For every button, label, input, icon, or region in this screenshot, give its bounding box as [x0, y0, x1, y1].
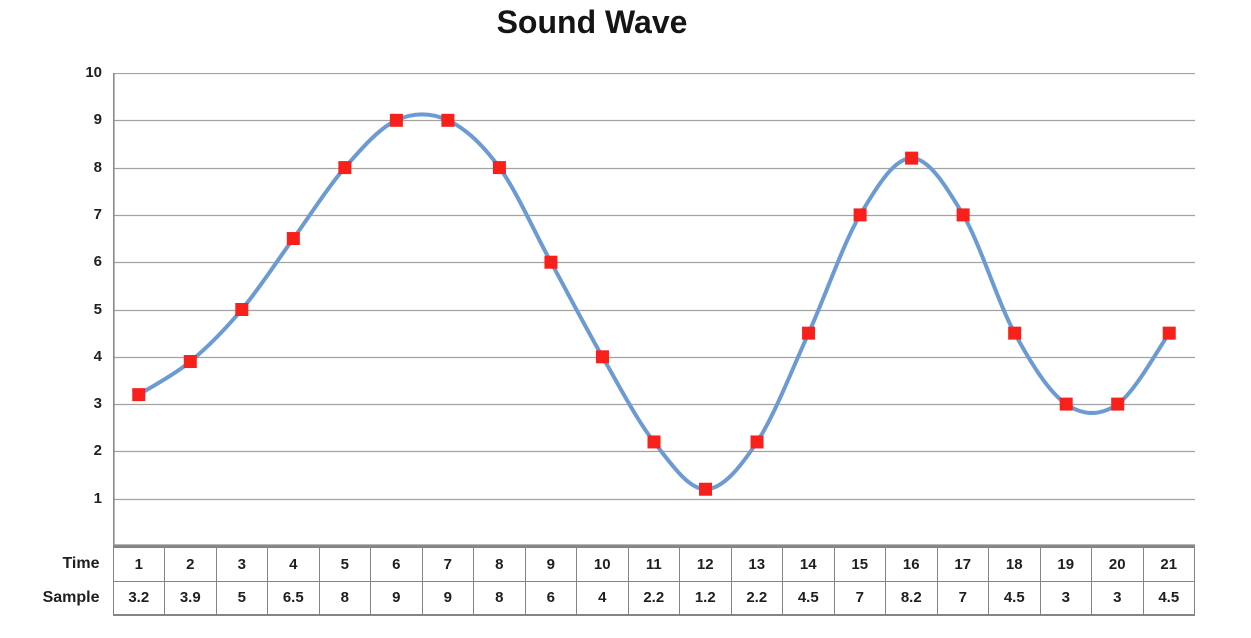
- time-row-label: Time: [62, 555, 100, 572]
- data-point-marker: [183, 355, 197, 369]
- plot-svg: [113, 73, 1195, 546]
- data-point-marker: [647, 435, 661, 449]
- time-cell: 8: [473, 546, 526, 582]
- sample-cell: 2.2: [730, 580, 783, 616]
- time-cell: 16: [885, 546, 938, 582]
- data-point-marker: [956, 208, 970, 222]
- data-table: Time 1 2 3 4 5 6 7 8 9 10 11 12 13 14 15 16 17 18 19 20 21 S…: [0, 546, 1195, 616]
- data-point-marker: [1008, 326, 1022, 340]
- plot-area: [113, 73, 1195, 546]
- time-cell: 11: [627, 546, 680, 582]
- sample-cell: 6: [524, 580, 577, 616]
- time-cell: 12: [679, 546, 732, 582]
- time-cell: 18: [988, 546, 1041, 582]
- sample-cell: 5: [215, 580, 268, 616]
- time-cell: 21: [1142, 546, 1195, 582]
- time-cell: 15: [833, 546, 886, 582]
- y-axis-tick-label: 6: [93, 253, 102, 271]
- sample-cell: 9: [421, 580, 474, 616]
- data-point-marker: [1111, 397, 1125, 411]
- sample-cell: 2.2: [627, 580, 680, 616]
- y-axis-tick-label: 1: [93, 489, 102, 507]
- y-axis-tick-label: 3: [93, 395, 102, 413]
- data-point-marker: [132, 388, 146, 402]
- sample-cell: 1.2: [679, 580, 732, 616]
- sample-cell: 7: [936, 580, 989, 616]
- time-cell: 19: [1039, 546, 1092, 582]
- time-cell: 3: [215, 546, 268, 582]
- y-axis-tick-label: 10: [85, 64, 102, 81]
- sample-cell: 8: [318, 580, 371, 616]
- data-point-marker: [905, 151, 919, 165]
- sample-cell: 4.5: [782, 580, 835, 616]
- sample-row-label: Sample: [42, 589, 100, 606]
- sample-cell: 4.5: [988, 580, 1041, 616]
- time-cell: 14: [782, 546, 835, 582]
- time-cell: 20: [1091, 546, 1144, 582]
- data-point-marker: [750, 435, 764, 449]
- data-point-marker: [802, 326, 816, 340]
- time-cell: 10: [576, 546, 629, 582]
- data-point-marker: [235, 303, 249, 316]
- data-point-marker: [389, 113, 403, 127]
- sample-cell: 3: [1091, 580, 1144, 616]
- time-cell: 5: [318, 546, 371, 582]
- sample-cell: 7: [833, 580, 886, 616]
- sample-row: Sample 3.2 3.9 5 6.5 8 9 9 8 6 4 2.2 1.2 2.2 4.5 7 8.2 7…: [0, 580, 1195, 616]
- sample-cell: 4.5: [1142, 580, 1195, 616]
- data-point-marker: [492, 161, 506, 175]
- sample-cell: 4: [576, 580, 629, 616]
- time-cell: 9: [524, 546, 577, 582]
- sample-cell: 3: [1039, 580, 1092, 616]
- sample-cell: 3.9: [164, 580, 217, 616]
- data-point-marker: [544, 255, 558, 269]
- series-line: [136, 112, 1172, 492]
- time-cell: 4: [267, 546, 320, 582]
- time-cell: 6: [370, 546, 423, 582]
- y-axis-tick-label: 8: [93, 158, 102, 176]
- data-point-marker: [286, 232, 300, 246]
- sample-cell: 3.2: [112, 580, 165, 616]
- data-point-marker: [699, 482, 713, 496]
- y-axis-tick-label: 5: [93, 300, 102, 318]
- y-axis-tick-label: 7: [93, 205, 102, 223]
- time-cell: 13: [730, 546, 783, 582]
- time-cell: 2: [164, 546, 217, 582]
- data-point-marker: [338, 161, 352, 175]
- time-cell: 7: [421, 546, 474, 582]
- sample-cell: 9: [370, 580, 423, 616]
- y-axis-tick-label: 2: [93, 442, 102, 460]
- y-axis-tick-label: 9: [93, 111, 102, 129]
- time-cell: 1: [112, 546, 165, 582]
- data-point-marker: [441, 113, 455, 127]
- time-row: Time 1 2 3 4 5 6 7 8 9 10 11 12 13 14 15 16 17 18 19 20 21: [0, 546, 1195, 582]
- data-point-marker: [853, 208, 867, 222]
- sample-cell: 6.5: [267, 580, 320, 616]
- sample-cell: 8: [473, 580, 526, 616]
- time-cell: 17: [936, 546, 989, 582]
- data-point-marker: [595, 350, 609, 364]
- data-point-marker: [1059, 397, 1073, 411]
- chart-title: Sound Wave: [496, 4, 688, 40]
- sample-cell: 8.2: [885, 580, 938, 616]
- y-axis-tick-label: 4: [93, 347, 102, 365]
- data-point-marker: [1162, 326, 1176, 340]
